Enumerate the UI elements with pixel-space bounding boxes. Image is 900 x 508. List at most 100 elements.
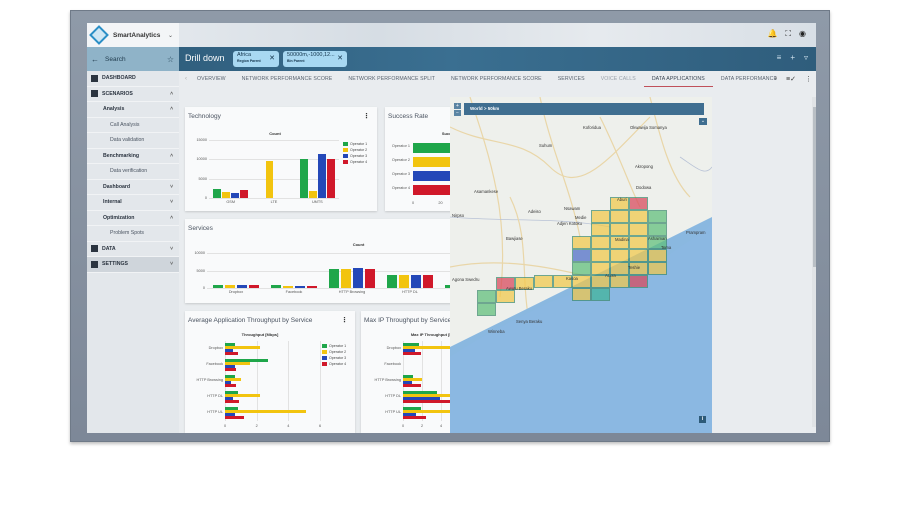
tab-network-performance-score-2[interactable]: NETWORK PERFORMANCE SCORE xyxy=(451,76,542,82)
chevron-down-icon[interactable]: ˅ xyxy=(170,183,173,190)
more-vert-icon[interactable]: ⋮ xyxy=(805,76,812,83)
bar[interactable] xyxy=(403,378,422,381)
bar[interactable] xyxy=(318,153,326,198)
bar[interactable] xyxy=(353,268,363,288)
chevron-down-icon[interactable]: ˅ xyxy=(170,199,173,206)
bar[interactable] xyxy=(225,375,235,378)
legend-item[interactable]: Operator 1 xyxy=(343,141,367,147)
map-view[interactable]: Koforidua Okwawija Somanya Suhum Akropong As… xyxy=(450,97,712,433)
coverage-cell[interactable] xyxy=(572,249,591,262)
bar[interactable] xyxy=(341,269,351,288)
bar[interactable] xyxy=(403,391,438,394)
bar[interactable] xyxy=(365,269,375,288)
sidebar-item-optimization[interactable]: Optimization ˄ xyxy=(87,211,179,226)
bar[interactable] xyxy=(403,343,420,346)
coverage-cell[interactable] xyxy=(591,288,610,301)
bar[interactable] xyxy=(329,269,339,288)
app-switcher[interactable]: SmartAnalytics ⌄ xyxy=(87,23,179,47)
bar[interactable] xyxy=(225,400,240,403)
coverage-cell[interactable] xyxy=(572,288,591,301)
tab-network-performance-split[interactable]: NETWORK PERFORMANCE SPLIT xyxy=(348,76,436,82)
coverage-cell[interactable] xyxy=(477,290,496,303)
bar[interactable] xyxy=(225,416,244,419)
bar[interactable] xyxy=(403,375,414,378)
chevron-down-icon[interactable]: ⌄ xyxy=(699,118,707,125)
fullscreen-icon[interactable]: ⛶ xyxy=(785,29,792,38)
coverage-cell[interactable] xyxy=(591,223,610,236)
bar[interactable] xyxy=(213,189,221,198)
coverage-cell[interactable] xyxy=(572,236,591,249)
close-icon[interactable]: ✕ xyxy=(269,55,275,62)
bar[interactable] xyxy=(403,352,422,355)
chevron-down-icon[interactable]: ˅ xyxy=(170,245,173,252)
search-input[interactable]: ← Search ☆ xyxy=(87,47,179,71)
bar[interactable] xyxy=(225,394,260,397)
scrollbar[interactable] xyxy=(812,97,816,427)
bar[interactable] xyxy=(413,142,484,153)
bar[interactable] xyxy=(309,191,317,198)
chevron-right-icon[interactable]: › xyxy=(774,75,778,82)
coverage-cell[interactable] xyxy=(629,236,648,249)
zoom-out-button[interactable]: − xyxy=(454,110,461,116)
sidebar-item-data-verification[interactable]: Data verification xyxy=(87,164,179,180)
bar[interactable] xyxy=(403,381,412,384)
star-icon[interactable]: ☆ xyxy=(166,54,174,64)
bar[interactable] xyxy=(327,159,335,198)
bar[interactable] xyxy=(403,416,426,419)
legend-item[interactable]: Operator 3 xyxy=(322,355,346,361)
legend-item[interactable]: Operator 3 xyxy=(343,153,367,159)
coverage-cell[interactable] xyxy=(648,210,667,223)
sidebar-item-data[interactable]: DATA ˅ xyxy=(87,242,179,257)
sidebar-item-benchmarking[interactable]: Benchmarking ˄ xyxy=(87,149,179,164)
chevron-up-icon[interactable]: ˄ xyxy=(170,152,173,159)
bar[interactable] xyxy=(387,275,397,288)
bar[interactable] xyxy=(225,365,235,368)
tab-services[interactable]: SERVICES xyxy=(557,76,585,82)
bar[interactable] xyxy=(307,286,317,288)
bar[interactable] xyxy=(403,400,452,403)
coverage-cell[interactable] xyxy=(591,236,610,249)
bar[interactable] xyxy=(225,378,241,381)
coverage-cell[interactable] xyxy=(515,277,534,290)
coverage-cell[interactable] xyxy=(648,236,667,249)
legend-item[interactable]: Operator 1 xyxy=(322,343,346,349)
legend-item[interactable]: Operator 2 xyxy=(322,349,346,355)
coverage-cell[interactable] xyxy=(610,210,629,223)
bar[interactable] xyxy=(225,362,251,365)
coverage-cell[interactable] xyxy=(648,249,667,262)
bar[interactable] xyxy=(225,346,260,349)
bar[interactable] xyxy=(213,284,223,288)
coverage-cell[interactable] xyxy=(610,197,629,210)
sidebar-item-data-validation[interactable]: Data validation xyxy=(87,133,179,149)
coverage-cell[interactable] xyxy=(477,303,496,316)
bar[interactable] xyxy=(225,368,237,371)
coverage-cell[interactable] xyxy=(572,262,591,275)
tab-overview[interactable]: OVERVIEW xyxy=(197,76,226,82)
bar[interactable] xyxy=(225,359,268,362)
bar[interactable] xyxy=(225,352,238,355)
layers-icon[interactable]: ≡ xyxy=(776,53,782,62)
zoom-in-button[interactable]: + xyxy=(454,103,461,109)
coverage-cell[interactable] xyxy=(591,249,610,262)
coverage-cell[interactable] xyxy=(610,275,629,288)
sidebar-item-scenarios[interactable]: SCENARIOS ˄ xyxy=(87,87,179,102)
coverage-cell[interactable] xyxy=(610,236,629,249)
coverage-cell[interactable] xyxy=(591,262,610,275)
bar[interactable] xyxy=(411,274,421,288)
bell-icon[interactable]: 🔔 xyxy=(767,29,778,38)
coverage-cell[interactable] xyxy=(610,223,629,236)
add-icon[interactable]: + xyxy=(790,53,795,62)
bar[interactable] xyxy=(225,349,233,352)
back-arrow-icon[interactable]: ← xyxy=(91,54,99,64)
bar[interactable] xyxy=(413,170,467,181)
coverage-cell[interactable] xyxy=(610,262,629,275)
bar[interactable] xyxy=(271,285,281,288)
playlist-check-icon[interactable]: ≡✓ xyxy=(786,76,796,83)
bar[interactable] xyxy=(403,346,464,349)
tab-data-performance[interactable]: DATA PERFORMANCE xyxy=(720,76,778,82)
bar[interactable] xyxy=(249,284,259,288)
tab-data-applications[interactable]: DATA APPLICATIONS xyxy=(643,71,713,87)
filter-icon[interactable]: ▿ xyxy=(803,53,808,62)
coverage-cell[interactable] xyxy=(648,262,667,275)
coverage-cell[interactable] xyxy=(629,197,648,210)
